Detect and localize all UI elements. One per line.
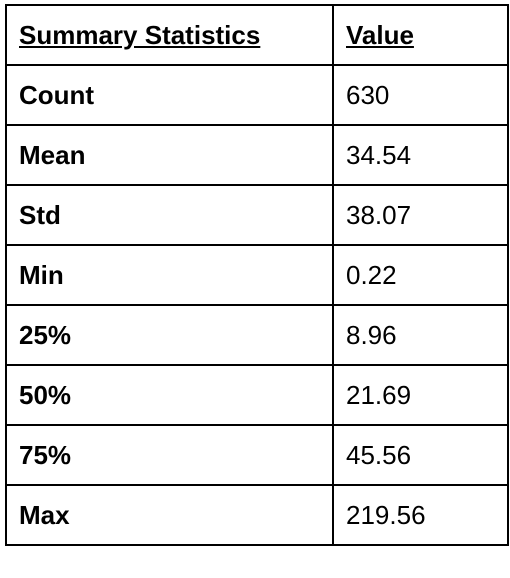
row-value: 219.56 [332,484,509,546]
row-value: 21.69 [332,364,509,426]
summary-statistics-table: Summary Statistics Value Count 630 Mean … [5,4,509,546]
table-row: Min 0.22 [5,244,509,306]
table-row: Mean 34.54 [5,124,509,186]
row-label: Std [5,184,334,246]
row-label: Min [5,244,334,306]
row-label: 25% [5,304,334,366]
table-row: Count 630 [5,64,509,126]
table-row: 75% 45.56 [5,424,509,486]
table-row: 50% 21.69 [5,364,509,426]
table-row: Max 219.56 [5,484,509,546]
row-label: 75% [5,424,334,486]
row-value: 34.54 [332,124,509,186]
column-header-value: Value [332,4,509,66]
row-value: 45.56 [332,424,509,486]
row-value: 38.07 [332,184,509,246]
row-value: 8.96 [332,304,509,366]
row-label: Max [5,484,334,546]
row-label: 50% [5,364,334,426]
row-value: 630 [332,64,509,126]
table-row: Std 38.07 [5,184,509,246]
row-label: Mean [5,124,334,186]
table-row: 25% 8.96 [5,304,509,366]
row-value: 0.22 [332,244,509,306]
row-label: Count [5,64,334,126]
column-header-statistic: Summary Statistics [5,4,334,66]
table-header-row: Summary Statistics Value [5,4,509,66]
